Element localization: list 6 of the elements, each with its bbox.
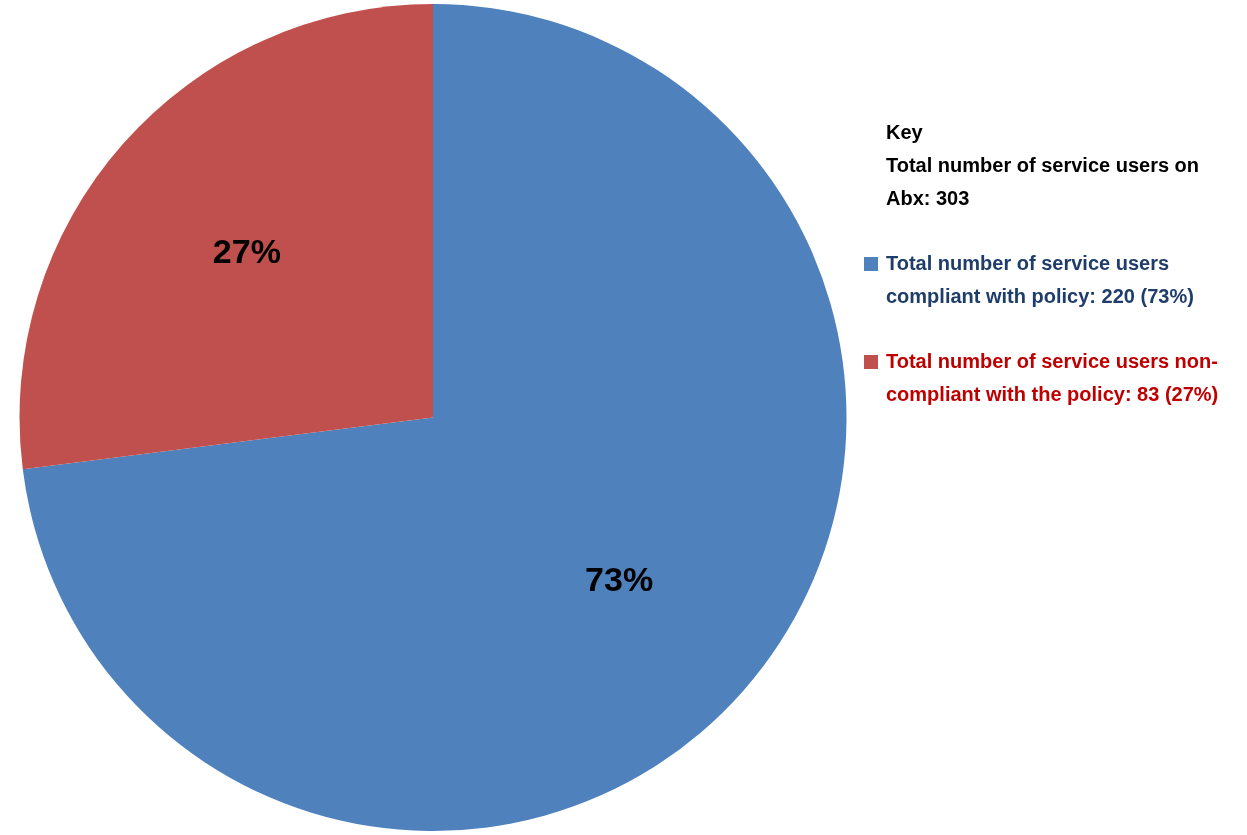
legend-title: Key	[886, 120, 924, 145]
legend-label: Total number of service users compliant with policy: 220 (73%)	[886, 251, 1195, 309]
data-label: 73%	[585, 559, 654, 598]
legend-label: Total number of service users non-compliant with the policy: 83 (27%)	[886, 349, 1220, 407]
text: Total number of service users on Abx: 303	[886, 153, 1201, 211]
data-label: 27%	[212, 231, 281, 270]
